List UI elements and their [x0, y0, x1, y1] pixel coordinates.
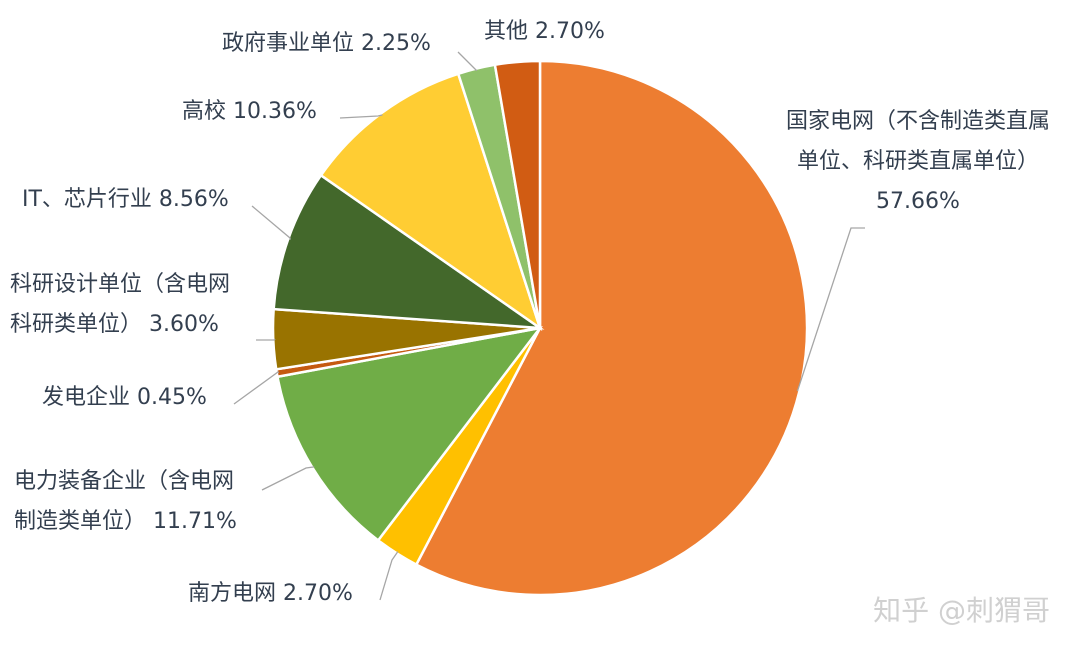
slice-label-5-line-0: IT、芯片行业 8.56% [22, 187, 229, 212]
slice-label-0-line-2: 57.66% [876, 189, 960, 214]
pie-slice-6 [319, 72, 543, 332]
leader-line-1 [379, 551, 399, 601]
slice-label-3-line-0: 发电企业 0.45% [42, 385, 207, 410]
slice-label-8-line-0: 其他 2.70% [484, 19, 605, 44]
leader-line-7 [457, 51, 478, 72]
pie-slice-0 [414, 59, 809, 597]
leader-line-6 [339, 114, 383, 119]
slice-label-0-line-1: 单位、科研类直属单位） [797, 149, 1039, 174]
slice-label-4-line-1: 科研类单位） 3.60% [10, 312, 219, 337]
slice-label-4-line-0: 科研设计单位（含电网 [10, 272, 230, 297]
pie-slice-2 [276, 326, 543, 543]
pie-slice-8 [493, 59, 542, 329]
slice-label-0-line-0: 国家电网（不含制造类直属 [786, 109, 1050, 134]
slice-label-1-line-0: 南方电网 2.70% [188, 581, 353, 606]
pie-slices [271, 59, 809, 597]
leader-lines [233, 51, 865, 601]
leader-line-5 [251, 205, 291, 240]
leader-line-3 [233, 371, 280, 405]
leader-line-0 [796, 227, 865, 392]
watermark-text: 知乎 @刺猬哥 [873, 594, 1050, 627]
slice-label-6-line-0: 高校 10.36% [182, 99, 317, 124]
pie-slice-5 [272, 173, 545, 330]
slice-label-2-line-0: 电力装备企业（含电网 [14, 469, 234, 494]
slice-label-2-line-1: 制造类单位） 11.71% [14, 509, 237, 534]
leader-line-4 [256, 338, 276, 341]
slice-label-7-line-0: 政府事业单位 2.25% [222, 31, 431, 56]
leader-line-2 [261, 466, 315, 491]
